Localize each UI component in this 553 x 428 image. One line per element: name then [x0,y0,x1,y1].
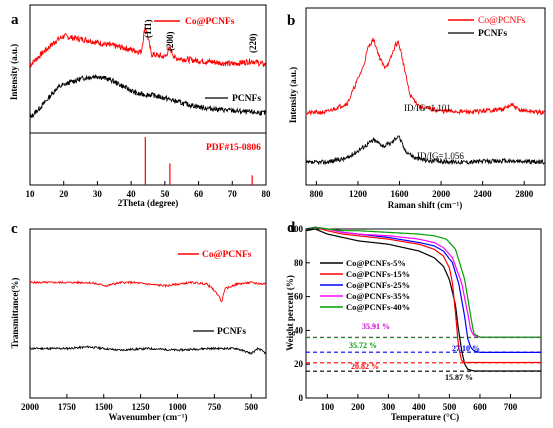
panel-a-x-tick-label-20: 20 [59,189,69,199]
legend-b-co-label: Co@PCNFs [478,16,526,26]
panel-b-x-tick-label-1600: 1600 [391,189,410,199]
panel-d-y-tick-label-40: 40 [294,325,304,335]
tga-curve-5 [305,226,541,338]
panel-d-residue-lines [306,336,541,372]
legend-d-label-1: Co@PCNFs-5% [346,258,406,268]
panel-a-x-tick-label-10: 10 [26,189,36,199]
panel-a: 10 20 30 40 50 60 70 80 a Co@PCNFs PCNFs (111) … [9,4,272,208]
panel-c: 2000 1750 1500 1250 1000 750 500 c Co@PCNFs PC… [10,221,267,422]
legend-a-co-label: Co@PCNFs [185,17,235,27]
panel-d-xlabel: Temperature (°C) [391,412,459,422]
panel-d-y-tick-label-0: 0 [299,393,304,403]
peak-label-200: (200) [165,32,175,52]
panel-a-reference-lines [144,137,253,185]
panel-d-legend: Co@PCNFs-5%Co@PCNFs-15%Co@PCNFs-25%Co@PC… [320,258,410,312]
panel-d-y-tick-label-100: 100 [290,224,304,234]
panel-c-ticks: 2000 1750 1500 1250 1000 750 500 [21,394,259,412]
panel-b-ticks: 800 1200 1600 2000 2400 2800 [310,181,534,199]
panel-d-y-tick-label-20: 20 [294,359,304,369]
panel-b-x-tick-label-1200: 1200 [349,189,368,199]
ftir-curve-co-pcnfs [29,280,267,303]
panel-d-ylabel: Weight percent (%) [285,275,295,351]
xrd-curve-pcnfs [29,74,267,119]
panel-c-x-tick-label-750: 750 [208,402,222,412]
panel-d-x-tick-label-700: 700 [504,402,518,412]
panel-c-letter: c [11,221,18,237]
panel-c-frame [29,228,267,399]
panel-d-letter: d [287,220,296,236]
panel-c-x-tick-label-1250: 1250 [132,402,151,412]
panel-d-ticks: 100 200 300 400 500 600 700 0 20 40 60 80 100 [290,224,518,412]
panel-a-x-tick-label-80: 80 [262,189,272,199]
panel-d-x-tick-label-500: 500 [443,402,457,412]
panel-d: 100 200 300 400 500 600 700 0 20 40 60 80 100 d Co@P… [285,220,542,422]
panel-c-x-tick-label-2000: 2000 [21,402,40,412]
panel-d-x-tick-label-600: 600 [473,402,487,412]
panel-a-letter: a [11,12,19,28]
legend-d-label-5: Co@PCNFs-40% [346,302,410,312]
panel-b-x-tick-label-2000: 2000 [432,189,451,199]
panel-a-curves [29,25,267,119]
panel-b-letter: b [287,13,295,29]
panel-b: 800 1200 1600 2000 2400 2800 b Co@PCNFs PCNFs… [287,7,546,210]
legend-d-label-2: Co@PCNFs-15% [346,269,410,279]
panel-c-x-tick-label-1750: 1750 [58,402,77,412]
panel-a-x-tick-label-70: 70 [228,189,238,199]
ratio-co-label: ID/IG=1.101 [404,103,451,113]
tga-curve-1 [305,228,541,372]
peak-label-220: (220) [248,34,258,54]
residue-label-27-10: 27.10 % [452,344,480,353]
panel-c-xlabel: Wavenumber (cm⁻¹) [108,412,187,422]
panel-c-x-tick-label-1500: 1500 [95,402,114,412]
panel-c-x-tick-label-500: 500 [245,402,259,412]
ratio-pcnfs-label: ID/IG=1.056 [417,151,464,161]
panel-c-curves [29,280,267,356]
residue-label-20-82: 20.82 % [351,362,379,371]
ftir-curve-pcnfs [29,345,267,356]
xrd-curve-co-pcnfs [29,25,267,68]
panel-a-x-tick-label-40: 40 [127,189,137,199]
tga-curve-2 [305,226,541,364]
panel-d-x-tick-label-100: 100 [321,402,335,412]
panel-b-x-tick-label-2400: 2400 [474,189,493,199]
legend-d-label-4: Co@PCNFs-35% [346,291,410,301]
panel-d-x-tick-label-200: 200 [351,402,365,412]
residue-label-35-72: 35.72 % [349,341,377,350]
panel-d-y-tick-label-60: 60 [294,292,304,302]
panel-b-ylabel: Intensity (a.u.) [288,67,298,123]
panel-a-frame [29,4,267,186]
residue-label-35-91: 35.91 % [362,322,390,331]
panel-d-curves [305,226,541,372]
panel-d-x-tick-label-300: 300 [382,402,396,412]
panel-a-ticks: 10 20 30 40 50 60 70 80 [26,181,272,199]
legend-c-co-label: Co@PCNFs [202,250,252,260]
raman-curve-co-pcnfs [305,37,546,116]
pdf-card-label: PDF#15-0806 [206,143,261,153]
panel-a-xlabel: 2Theta (degree) [118,198,179,208]
panel-d-y-tick-label-80: 80 [294,258,304,268]
residue-label-15-87: 15.87 % [445,373,473,382]
peak-label-111: (111) [143,19,153,38]
panel-a-x-tick-label-30: 30 [93,189,103,199]
raman-curve-pcnfs [305,135,546,166]
panel-c-ylabel: Transmittance(%) [10,278,20,349]
panel-b-frame [305,7,546,186]
legend-a-pcnfs-label: PCNFs [232,94,261,104]
panel-a-ylabel: Intensity (a.u.) [9,44,19,100]
legend-b-pcnfs-label: PCNFs [478,29,507,39]
panel-d-frame [305,228,542,399]
panel-b-x-tick-label-2800: 2800 [515,189,534,199]
legend-d-label-3: Co@PCNFs-25% [346,280,410,290]
legend-c-pcnfs-label: PCNFs [217,327,246,337]
panel-a-x-tick-label-60: 60 [194,189,204,199]
panel-b-xlabel: Raman shift (cm⁻¹) [388,200,462,210]
panel-c-x-tick-label-1000: 1000 [169,402,188,412]
panel-a-x-tick-label-50: 50 [160,189,170,199]
panel-d-x-tick-label-400: 400 [412,402,426,412]
panel-b-curves [305,37,546,166]
panel-b-x-tick-label-800: 800 [310,189,324,199]
